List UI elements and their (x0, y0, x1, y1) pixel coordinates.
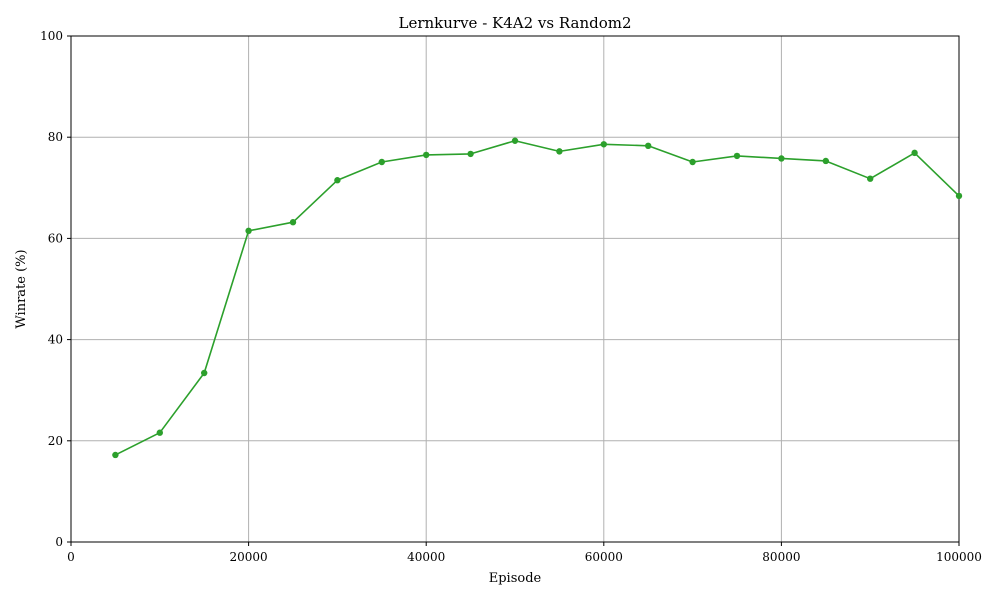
x-axis-label: Episode (489, 571, 542, 586)
data-point (334, 177, 341, 184)
data-point (556, 148, 563, 155)
x-tick-label: 80000 (762, 550, 800, 564)
data-point (955, 192, 963, 200)
x-tick-label: 100000 (936, 550, 982, 564)
data-point (867, 175, 874, 182)
data-point (201, 369, 208, 377)
data-point (467, 150, 474, 158)
y-tick-label: 0 (55, 535, 63, 549)
y-tick-label: 100 (40, 29, 63, 43)
x-tick-label: 20000 (230, 550, 268, 564)
data-point (245, 227, 252, 235)
plot-frame (70, 35, 960, 543)
x-tick-label: 60000 (585, 550, 623, 564)
data-point (689, 158, 696, 166)
series (112, 137, 963, 459)
ticks: 0 20000 40000 60000 80000 100000 0 20 40 60 80 100 (40, 29, 982, 564)
data-point (911, 149, 918, 157)
data-point (733, 152, 741, 160)
y-tick-label: 20 (48, 434, 63, 448)
y-axis-label: Winrate (%) (14, 249, 29, 328)
chart-title: Lernkurve - K4A2 vs Random2 (398, 14, 631, 32)
y-tick-label: 80 (48, 130, 63, 144)
data-point (156, 429, 163, 436)
grid (70, 35, 960, 543)
axes (70, 35, 960, 543)
y-tick-label: 60 (48, 231, 63, 245)
data-point (822, 157, 829, 165)
x-tick-label: 0 (67, 550, 75, 564)
data-point (645, 142, 652, 150)
data-point (600, 141, 607, 148)
data-point (289, 219, 297, 226)
data-point (778, 155, 785, 162)
data-point (112, 451, 119, 459)
data-point (378, 158, 385, 166)
series-line (115, 139, 960, 456)
data-point (423, 151, 430, 159)
data-point (511, 137, 519, 144)
x-tick-label: 40000 (407, 550, 445, 564)
y-tick-label: 40 (48, 333, 63, 347)
